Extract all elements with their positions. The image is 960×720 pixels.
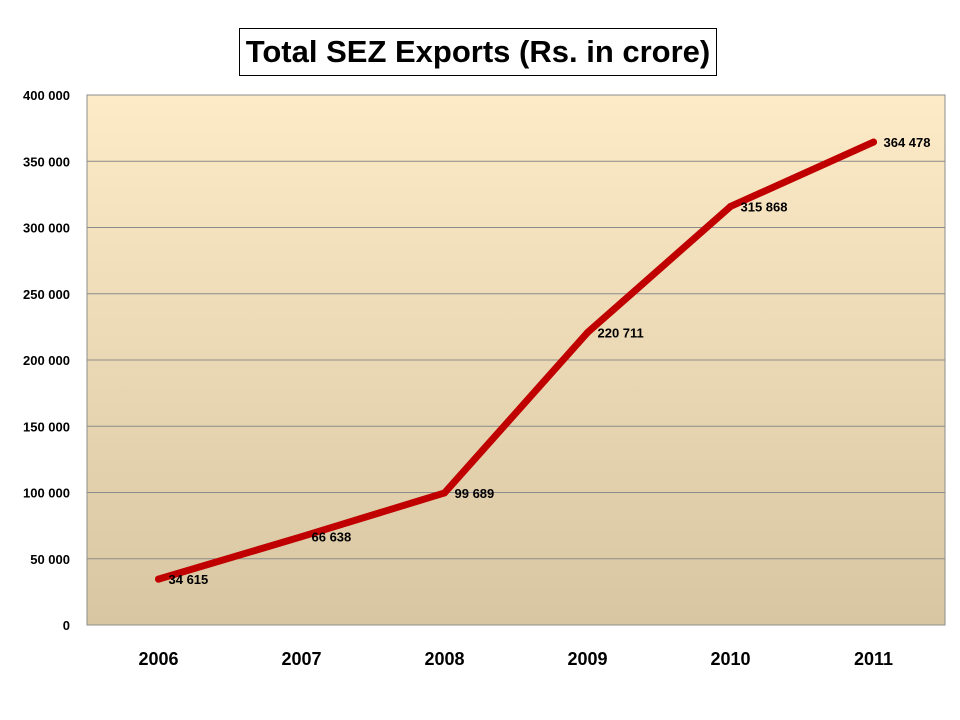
y-tick-label: 350 000: [23, 154, 70, 169]
data-point: [870, 138, 877, 146]
data-point: [441, 489, 448, 497]
y-tick-label: 200 000: [23, 353, 70, 368]
series-line: [155, 138, 877, 583]
y-tick-label: 50 000: [30, 552, 70, 567]
y-tick-label: 250 000: [23, 287, 70, 302]
data-label: 364 478: [884, 135, 931, 150]
data-point: [727, 202, 734, 210]
x-tick-label: 2006: [138, 649, 178, 669]
data-point: [298, 533, 305, 541]
data-label: 220 711: [598, 326, 644, 341]
data-label: 66 638: [312, 530, 352, 545]
x-tick-label: 2011: [854, 649, 893, 669]
data-label: 315 868: [741, 199, 788, 214]
y-tick-label: 0: [63, 618, 70, 633]
data-point: [155, 575, 162, 583]
data-label: 99 689: [455, 486, 495, 501]
series-exports: [155, 138, 877, 583]
x-tick-label: 2007: [281, 649, 321, 669]
x-tick-label: 2008: [424, 649, 464, 669]
x-tick-label: 2009: [567, 649, 607, 669]
y-axis: 0 50 000 100 000 150 000 200 000 250 000 300 0…: [23, 88, 70, 633]
chart-title: Total SEZ Exports (Rs. in crore): [239, 28, 717, 76]
data-label: 34 615: [169, 572, 209, 587]
data-labels: 34 615 66 638 99 689 220 711 315 868 364 478: [169, 135, 931, 587]
x-axis: 2006 2007 2008 2009 2010 2011: [138, 649, 893, 669]
data-point: [584, 329, 591, 337]
x-tick-label: 2010: [710, 649, 750, 669]
y-tick-label: 300 000: [23, 221, 70, 236]
y-tick-label: 400 000: [23, 88, 70, 103]
y-tick-label: 100 000: [23, 486, 70, 501]
y-tick-label: 150 000: [23, 419, 70, 434]
